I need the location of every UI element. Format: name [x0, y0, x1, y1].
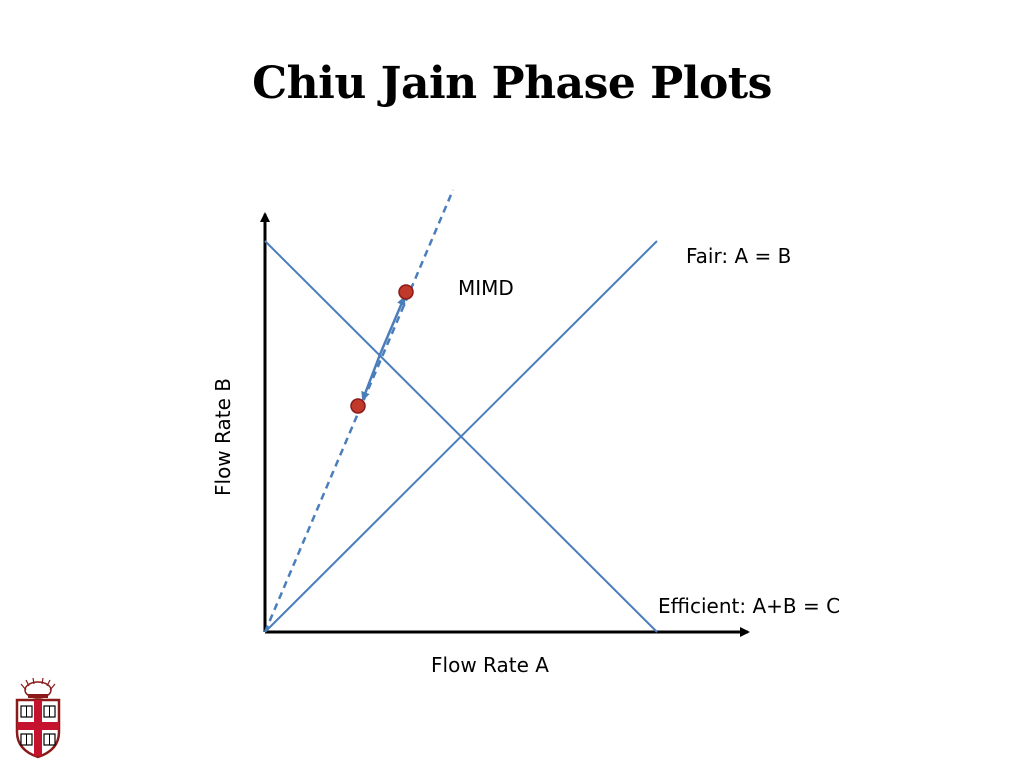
slide-title: Chiu Jain Phase Plots: [252, 58, 772, 109]
fair-line-label: Fair: A = B: [686, 244, 791, 268]
operating-point-high: [398, 284, 414, 300]
mimd-decrease-arrow: [361, 351, 383, 401]
policy-label: MIMD: [458, 276, 514, 300]
university-shield-logo: [15, 677, 61, 759]
x-axis-label: Flow Rate A: [431, 653, 549, 677]
operating-point-low: [350, 398, 366, 414]
y-axis-label: Flow Rate B: [211, 378, 235, 496]
efficient-line-label: Efficient: A+B = C: [658, 594, 840, 618]
fairness-line: [264, 240, 658, 633]
mimd-increase-arrow: [379, 296, 406, 353]
